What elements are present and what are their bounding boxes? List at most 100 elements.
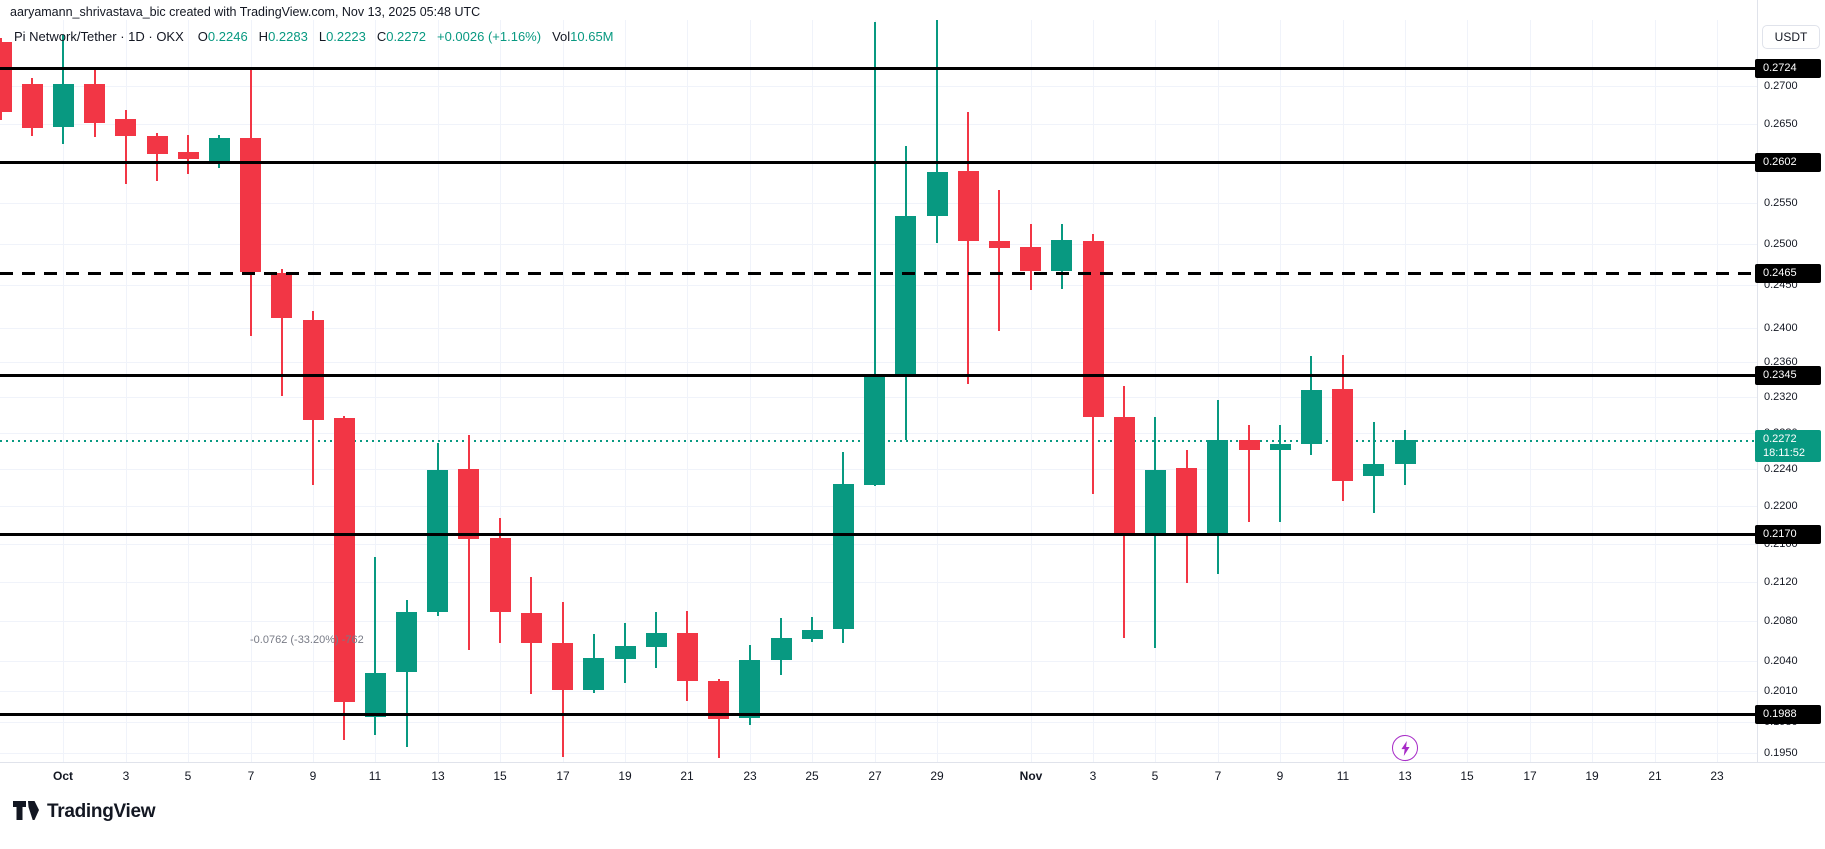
price-range-annotation: -0.0762 (-33.20%) -762 (250, 634, 364, 646)
grid-line-horizontal (0, 285, 1757, 286)
support-resistance-line[interactable] (0, 713, 1757, 716)
date-tick-label: 9 (1276, 769, 1284, 783)
price-axis[interactable]: USDT 0.2700 0.2650 0.2550 0.2500 0.2450 0.240… (1755, 0, 1825, 790)
candle-wick (374, 557, 376, 735)
support-resistance-line[interactable] (0, 161, 1757, 164)
grid-line-horizontal (0, 328, 1757, 329)
time-axis[interactable]: Oct 3 5 7 9 11 13 15 17 19 21 23 25 27 29 Nov 3 5 7 9 11 13 15… (0, 762, 1825, 792)
candle (677, 633, 698, 681)
price-tick-label: 0.2010 (1764, 685, 1798, 697)
grid-line-vertical (500, 20, 501, 762)
lightning-bolt-glyph (1400, 740, 1410, 756)
grid-line-vertical (1280, 20, 1281, 762)
date-tick-label: 19 (618, 769, 632, 783)
candle-wick (156, 133, 158, 181)
candle (1176, 468, 1197, 535)
candle (0, 42, 12, 112)
candle (427, 470, 448, 612)
grid-line-vertical (1655, 20, 1656, 762)
grid-line-horizontal (0, 124, 1757, 125)
candle (178, 152, 199, 159)
date-tick-label: 13 (431, 769, 445, 783)
support-resistance-line[interactable] (0, 67, 1757, 70)
candle (1395, 440, 1416, 464)
chart-legend[interactable]: Pi Network/Tether · 1D · OKX O0.2246 H0.22… (14, 29, 625, 44)
level-price-label: 0.2724 (1755, 59, 1821, 78)
price-tick-label: 0.2120 (1764, 576, 1798, 588)
date-tick-label: 11 (1336, 769, 1350, 783)
candle-wick (936, 20, 938, 243)
legend-item: O0.2246 (197, 29, 248, 44)
tradingview-logo[interactable]: TradingView (12, 800, 156, 824)
candle (739, 660, 760, 718)
candle-wick (874, 22, 876, 486)
legend-item: H0.2283 (258, 29, 308, 44)
currency-unit-button[interactable]: USDT (1762, 25, 1820, 49)
grid-line-vertical (63, 20, 64, 762)
candle-wick (811, 617, 813, 642)
tradingview-logo-text: TradingView (47, 801, 156, 822)
date-tick-label: 15 (1460, 769, 1474, 783)
candle-wick (125, 110, 127, 184)
grid-line-vertical (750, 20, 751, 762)
candle (22, 84, 43, 128)
grid-line-vertical (1467, 20, 1468, 762)
grid-line-vertical (1717, 20, 1718, 762)
level-price-label: 0.2602 (1755, 153, 1821, 172)
candle (303, 320, 324, 420)
grid-line-horizontal (0, 661, 1757, 662)
grid-line-horizontal (0, 203, 1757, 204)
grid-line-horizontal (0, 544, 1757, 545)
price-tick-label: 0.2550 (1764, 197, 1798, 209)
candle-wick (281, 269, 283, 396)
date-tick-label: 5 (184, 769, 192, 783)
support-resistance-line[interactable] (0, 533, 1757, 536)
candle (771, 638, 792, 660)
grid-line-vertical (1592, 20, 1593, 762)
level-price-label: 0.2170 (1755, 525, 1821, 544)
legend-item: C0.2272 (376, 29, 426, 44)
symbol-title: Pi Network/Tether · 1D · OKX (14, 29, 184, 44)
date-tick-label: 15 (493, 769, 507, 783)
level-price-label: 0.1988 (1755, 705, 1821, 724)
date-tick-label: 23 (743, 769, 757, 783)
support-resistance-line[interactable] (0, 374, 1757, 377)
candle (521, 613, 542, 643)
price-tick-label: 0.2320 (1764, 391, 1798, 403)
date-tick-label: 27 (868, 769, 882, 783)
grid-line-vertical (937, 20, 938, 762)
date-tick-label: 7 (1214, 769, 1222, 783)
date-tick-label: 3 (1089, 769, 1097, 783)
lightning-event-icon[interactable] (1392, 735, 1418, 761)
candle (989, 241, 1010, 248)
candle-wick (998, 190, 1000, 331)
grid-line-vertical (687, 20, 688, 762)
support-resistance-line[interactable] (0, 272, 1757, 275)
date-tick-label: 21 (1648, 769, 1662, 783)
candle (583, 658, 604, 690)
date-tick-label: 9 (309, 769, 317, 783)
candle (927, 172, 948, 216)
grid-line-vertical (251, 20, 252, 762)
price-tick-label: 0.2400 (1764, 322, 1798, 334)
grid-line-vertical (1530, 20, 1531, 762)
grid-line-vertical (812, 20, 813, 762)
grid-line-vertical (563, 20, 564, 762)
price-tick-label: 0.2080 (1764, 615, 1798, 627)
candle-wick (1248, 425, 1250, 522)
candle (958, 171, 979, 241)
candle (1239, 440, 1260, 450)
date-tick-label: 11 (368, 769, 382, 783)
grid-line-vertical (375, 20, 376, 762)
grid-line-vertical (1218, 20, 1219, 762)
price-tick-label: 0.2360 (1764, 356, 1798, 368)
candle-wick (967, 112, 969, 384)
candle (1051, 240, 1072, 271)
price-tick-label: 0.2040 (1764, 655, 1798, 667)
grid-line-horizontal (0, 582, 1757, 583)
date-tick-label: 21 (680, 769, 694, 783)
candle (1270, 444, 1291, 450)
tradingview-logo-icon (13, 801, 39, 820)
chart-pane[interactable] (0, 0, 1757, 762)
